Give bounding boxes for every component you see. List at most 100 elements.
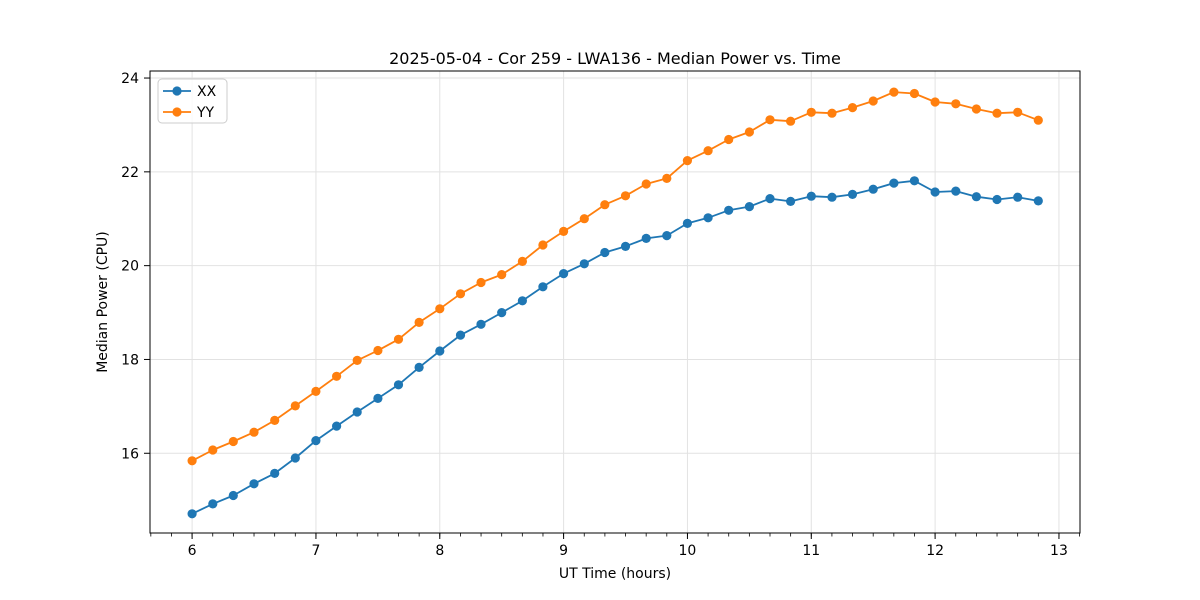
x-tick-label: 12 (926, 543, 944, 559)
series-XX-marker (332, 421, 342, 431)
x-tick-label: 7 (311, 543, 320, 559)
legend-XX-label: XX (197, 84, 217, 100)
series-XX-marker (538, 282, 548, 292)
series-XX-marker (992, 194, 1002, 205)
series-YY-marker (290, 401, 300, 411)
series-XX-marker (600, 247, 610, 258)
series-YY-marker (847, 103, 858, 113)
legend-YY-label: YY (196, 105, 215, 121)
series-YY-marker (992, 108, 1002, 118)
series-XX-marker (724, 205, 734, 215)
series-YY-marker (1013, 107, 1023, 117)
series-XX-marker (373, 393, 383, 403)
series-XX-marker (806, 191, 816, 201)
series-XX-marker (889, 178, 899, 188)
series-XX-marker (187, 509, 197, 519)
series-YY-marker (208, 445, 218, 455)
series-YY-marker (662, 173, 672, 183)
series-XX-marker (703, 213, 713, 223)
series-YY-marker (889, 87, 899, 97)
series-YY-marker (455, 289, 466, 299)
series-XX-marker (847, 189, 858, 199)
series-XX-marker (662, 231, 672, 241)
series-YY-marker (497, 270, 507, 280)
series-layer (187, 87, 1043, 519)
series-XX-marker (517, 296, 528, 306)
series-YY-marker (909, 88, 920, 99)
series-YY-marker (1033, 115, 1043, 125)
x-tick-label: 11 (802, 543, 820, 559)
series-XX-marker (270, 468, 280, 478)
series-XX-marker (1033, 196, 1043, 206)
legend: XX YY (157, 78, 228, 124)
chart-title: 2025-05-04 - Cor 259 - LWA136 - Median P… (389, 49, 841, 68)
series-XX-marker (620, 241, 631, 251)
series-YY-marker (249, 427, 259, 437)
series-YY-marker (703, 146, 713, 156)
series-XX-marker (951, 186, 961, 196)
series-XX-marker (786, 196, 796, 206)
series-XX-line (191, 179, 1039, 515)
series-YY-marker (641, 179, 651, 189)
series-XX-marker (208, 499, 218, 509)
axes: 6 7 8 9 10 11 12 13 16 18 20 22 24 (121, 70, 1081, 559)
series-YY-marker (744, 127, 755, 137)
x-tick-label: 9 (559, 543, 568, 559)
series-YY-marker (765, 115, 775, 125)
y-axis-label: Median Power (CPU) (95, 231, 111, 373)
series-XX-marker (435, 346, 445, 356)
series-YY-marker (786, 116, 796, 126)
x-axis-label: UT Time (hours) (559, 566, 671, 582)
series-YY-marker (311, 386, 321, 396)
series-YY-marker (620, 191, 631, 201)
series-XX-marker (352, 407, 362, 417)
series-YY-marker (930, 97, 940, 107)
series-XX-marker (249, 479, 259, 489)
series-YY-marker (393, 334, 404, 344)
series-YY-marker (579, 214, 589, 224)
series-YY-marker (414, 317, 424, 327)
series-XX-marker (414, 362, 424, 372)
series-YY-marker (538, 240, 548, 250)
series-XX-marker (641, 233, 651, 243)
series-XX-marker (971, 192, 982, 202)
series-YY-marker (332, 371, 342, 381)
series-YY-marker (827, 108, 837, 118)
y-tick-label: 18 (121, 352, 139, 368)
series-YY-marker (806, 107, 816, 117)
series-XX-marker (559, 269, 569, 279)
series-XX-marker (290, 453, 300, 463)
y-tick-label: 16 (121, 446, 139, 462)
series-XX-marker (393, 380, 404, 390)
series-YY-marker (559, 226, 569, 236)
series-XX-marker (909, 176, 920, 186)
grid (150, 71, 1080, 533)
series-YY-marker (971, 104, 982, 114)
series-YY-marker (517, 256, 528, 266)
series-YY-marker (228, 436, 238, 447)
legend-box (157, 78, 228, 124)
series-YY-marker (868, 96, 878, 106)
series-XX-marker (311, 436, 321, 446)
series-XX-marker (765, 194, 775, 204)
series-YY-marker (187, 456, 197, 466)
series-YY-marker (682, 156, 693, 166)
series-XX-marker (868, 184, 878, 194)
series-YY-marker (373, 345, 383, 356)
series-XX-marker (682, 218, 693, 228)
x-tick-label: 10 (679, 543, 697, 559)
series-YY-marker (600, 200, 610, 210)
legend-YY-marker (172, 107, 182, 117)
x-tick-label: 13 (1050, 543, 1068, 559)
series-YY-marker (951, 99, 961, 109)
series-YY-marker (476, 277, 486, 288)
series-XX-marker (930, 187, 940, 197)
series-XX-marker (228, 490, 238, 501)
x-tick-label: 6 (188, 543, 197, 559)
series-XX-marker (455, 330, 466, 340)
y-tick-label: 24 (121, 71, 139, 87)
series-YY-marker (270, 415, 280, 425)
x-tick-label: 8 (435, 543, 444, 559)
